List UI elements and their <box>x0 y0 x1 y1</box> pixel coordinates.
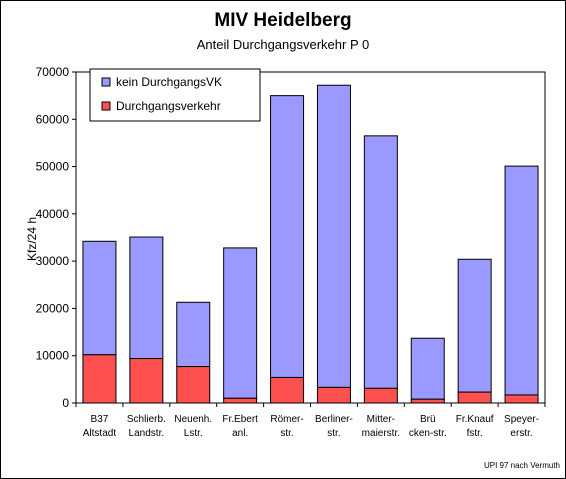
y-tick-label: 70000 <box>36 65 70 79</box>
x-tick-label: Mitter- <box>367 414 395 425</box>
bar-durchgangsverkehr-6 <box>363 387 398 404</box>
y-tick-label: 20000 <box>36 301 70 315</box>
bar-kein-durchgangsvk-2 <box>176 301 211 368</box>
x-tick-label: Römer- <box>270 414 303 425</box>
bar-durchgangsverkehr-2 <box>176 366 211 404</box>
bar-durchgangsverkehr-7 <box>410 398 445 404</box>
y-tick-label: 10000 <box>36 349 70 363</box>
bar-kein-durchgangsvk-8 <box>457 258 492 393</box>
y-tick-label: 30000 <box>36 254 70 268</box>
x-tick-label: Schlierb. <box>127 414 166 425</box>
legend-label: kein DurchgangsVK <box>116 75 222 89</box>
legend-box <box>89 68 261 122</box>
x-tick-label: fstr. <box>467 428 483 439</box>
bar-kein-durchgangsvk-1 <box>129 236 164 360</box>
bar-durchgangsverkehr-4 <box>270 376 305 404</box>
y-tick-label: 40000 <box>36 207 70 221</box>
x-tick-label: str. <box>280 428 293 439</box>
x-tick-label: Fr.Knauf <box>456 414 494 425</box>
bar-durchgangsverkehr-9 <box>504 394 539 404</box>
x-tick-label: erstr. <box>510 428 532 439</box>
x-tick-label: Lstr. <box>184 428 203 439</box>
y-tick-label: 50000 <box>36 160 70 174</box>
bar-kein-durchgangsvk-6 <box>363 135 398 389</box>
x-tick-label: Altstadt <box>83 428 117 439</box>
bar-durchgangsverkehr-0 <box>82 354 117 404</box>
bar-durchgangsverkehr-8 <box>457 391 492 404</box>
legend-label: Durchgangsverkehr <box>116 99 221 113</box>
x-tick-label: str. <box>327 428 340 439</box>
x-tick-label: Brü <box>420 414 436 425</box>
legend-swatch <box>101 77 111 87</box>
bar-kein-durchgangsvk-4 <box>270 95 305 378</box>
x-tick-label: Speyer- <box>504 414 539 425</box>
x-tick-label: cken-str. <box>409 428 447 439</box>
bar-durchgangsverkehr-3 <box>223 397 258 404</box>
y-tick-label: 60000 <box>36 112 70 126</box>
bar-kein-durchgangsvk-7 <box>410 337 445 400</box>
bar-kein-durchgangsvk-9 <box>504 165 539 396</box>
x-tick-label: B37 <box>91 414 109 425</box>
bar-durchgangsverkehr-1 <box>129 358 164 404</box>
x-tick-label: maierstr. <box>362 428 400 439</box>
x-tick-label: Landstr. <box>129 428 165 439</box>
bar-kein-durchgangsvk-5 <box>316 84 351 388</box>
chart-subtitle: Anteil Durchgangsverkehr P 0 <box>196 37 370 52</box>
source-note: UPI 97 nach Vermuth <box>483 461 560 470</box>
x-tick-label: Fr.Ebert <box>222 414 258 425</box>
bar-kein-durchgangsvk-0 <box>82 240 117 356</box>
bar-durchgangsverkehr-5 <box>316 386 351 404</box>
bar-kein-durchgangsvk-3 <box>223 247 258 399</box>
chart-title: MIV Heidelberg <box>214 10 352 31</box>
legend-swatch <box>101 101 111 111</box>
x-tick-label: Neuenh. <box>174 414 212 425</box>
x-tick-label: Berliner- <box>315 414 353 425</box>
y-tick-label: 0 <box>62 396 69 410</box>
x-tick-label: anl. <box>232 428 248 439</box>
